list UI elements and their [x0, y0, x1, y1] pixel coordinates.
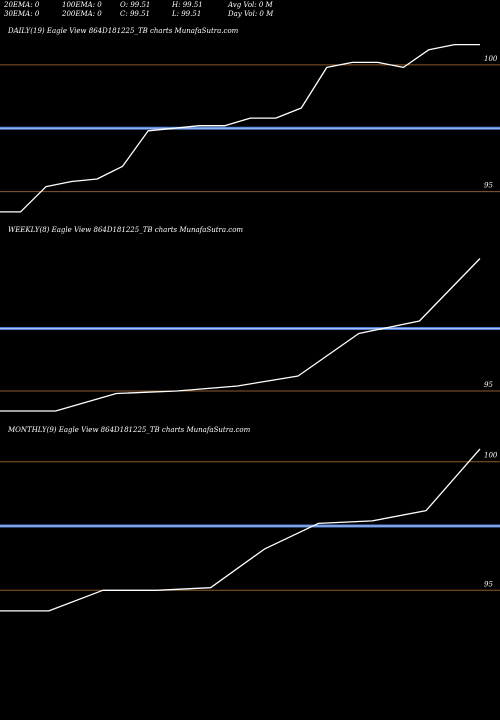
weekly-chart-panel: WEEKLY(8) Eagle View 864D181225_TB chart… — [0, 226, 500, 426]
day-vol-label: Day Vol: 0 M — [228, 10, 274, 18]
daily-ytick-100: 100 — [484, 55, 498, 63]
open-label: O: 99.51 — [120, 1, 151, 9]
daily-chart-title: DAILY(19) Eagle View 864D181225_TB chart… — [8, 27, 239, 35]
ema200-label: 200EMA: 0 — [62, 10, 102, 18]
indicator-header: 20EMA: 0 100EMA: 0 O: 99.51 H: 99.51 Avg… — [0, 0, 500, 24]
weekly-chart-title: WEEKLY(8) Eagle View 864D181225_TB chart… — [8, 226, 244, 234]
close-label: C: 99.51 — [120, 10, 150, 18]
avg-vol-label: Avg Vol: 0 M — [228, 1, 273, 9]
daily-chart-panel: DAILY(19) Eagle View 864D181225_TB chart… — [0, 27, 500, 227]
daily-ytick-95: 95 — [484, 182, 493, 190]
ema20-label: 20EMA: 0 — [4, 1, 40, 9]
ema100-label: 100EMA: 0 — [62, 1, 102, 9]
monthly-ytick-95: 95 — [484, 580, 493, 588]
daily-price-line — [0, 43, 480, 213]
monthly-ytick-100: 100 — [484, 452, 498, 460]
weekly-price-line — [0, 258, 481, 412]
high-label: H: 99.51 — [172, 1, 203, 9]
weekly-chart: 95 — [0, 258, 500, 412]
ema30-label: 30EMA: 0 — [4, 10, 40, 18]
monthly-chart: 100 95 — [0, 448, 500, 612]
monthly-price-line — [0, 448, 481, 612]
daily-chart: 100 95 — [0, 43, 500, 213]
monthly-chart-panel: MONTHLY(9) Eagle View 864D181225_TB char… — [0, 426, 500, 626]
low-label: L: 99.51 — [172, 10, 202, 18]
monthly-chart-title: MONTHLY(9) Eagle View 864D181225_TB char… — [8, 426, 251, 434]
weekly-ytick-95: 95 — [484, 381, 493, 389]
